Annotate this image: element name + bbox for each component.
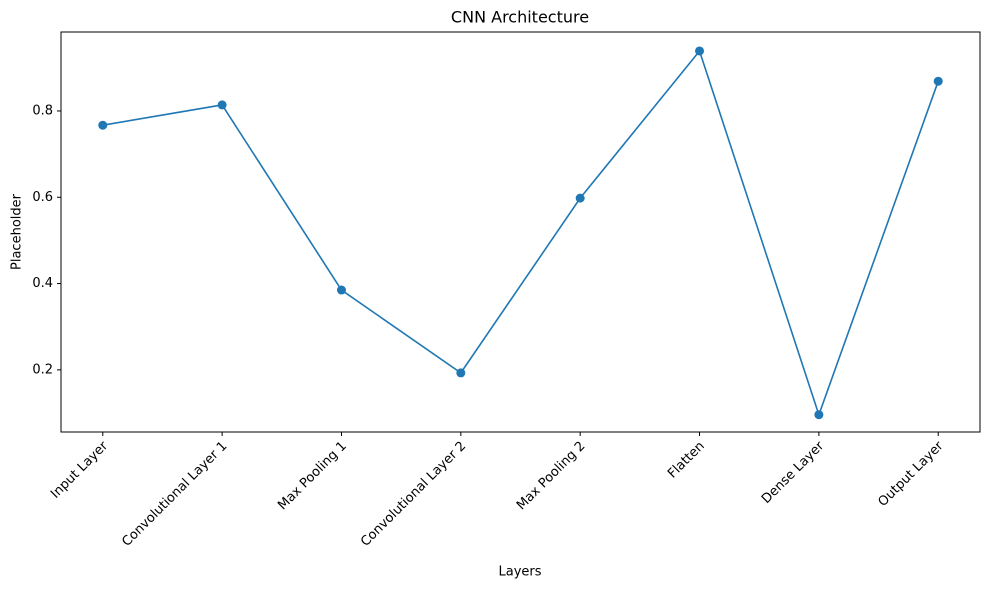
marker (814, 410, 824, 420)
x-tick-label: Input Layer (48, 438, 111, 501)
x-tick-label: Max Pooling 1 (275, 439, 350, 514)
x-axis-label: Layers (498, 565, 541, 580)
y-axis-label: Placeholder (10, 193, 25, 270)
marker (933, 76, 943, 86)
y-tick-label: 0.6 (32, 190, 53, 205)
line (102, 49, 939, 418)
marker (456, 368, 466, 378)
x-tick-label: Output Layer (875, 438, 947, 510)
y-tick-label: 0.2 (32, 362, 53, 377)
marker (575, 193, 585, 203)
chart-title: CNN Architecture (451, 8, 589, 27)
plot-frame (60, 31, 981, 433)
y-tick-label: 0.8 (32, 103, 53, 118)
x-tick-label: Convolutional Layer 2 (358, 439, 469, 550)
marker (217, 100, 227, 110)
x-tick-label: Dense Layer (759, 438, 828, 507)
marker (98, 120, 108, 130)
y-tick-label: 0.4 (32, 276, 53, 291)
x-tick-label: Flatten (665, 439, 708, 482)
marker (336, 285, 346, 295)
marker (695, 46, 705, 56)
x-tick-label: Max Pooling 2 (514, 439, 589, 514)
x-tick-label: Convolutional Layer 1 (119, 439, 230, 550)
